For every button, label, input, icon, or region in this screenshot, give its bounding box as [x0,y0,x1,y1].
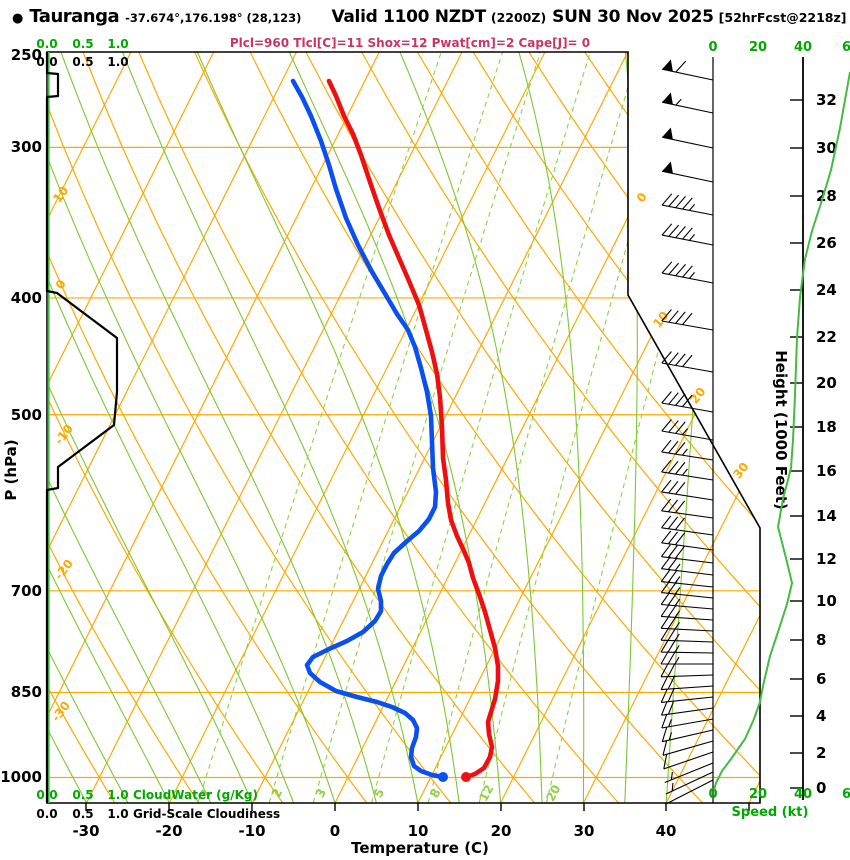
svg-text:22: 22 [816,328,837,346]
svg-text:250: 250 [11,46,42,64]
wind-barbs [660,59,714,805]
pressure-axis: 250 300 400 500 700 850 1000 P (hPa) [0,46,42,786]
svg-text:500: 500 [11,406,42,424]
svg-text:1.0: 1.0 [107,37,128,51]
svg-text:P (hPa): P (hPa) [2,439,20,500]
forecast-hour: [52hrFcst@2218z] [718,10,847,25]
svg-text:30: 30 [730,460,751,482]
svg-text:10: 10 [50,184,71,206]
svg-text:Speed (kt): Speed (kt) [732,805,809,820]
svg-text:-10: -10 [52,422,76,448]
svg-text:1000: 1000 [0,768,42,786]
svg-text:1.0: 1.0 [107,788,128,802]
valid-time-zulu: (2200Z) [490,10,547,25]
wind-speed-curve [713,71,850,791]
svg-text:8: 8 [816,631,826,649]
station-bullet-icon: ● [12,11,24,26]
svg-text:300: 300 [11,138,42,156]
svg-text:-20: -20 [155,822,182,840]
svg-text:2: 2 [269,786,285,800]
svg-text:2: 2 [816,744,826,762]
svg-text:20: 20 [816,374,837,392]
svg-text:0.0: 0.0 [36,807,57,821]
svg-text:10: 10 [650,309,671,331]
station-name: Tauranga [29,6,120,27]
svg-text:18: 18 [816,418,837,436]
svg-text:20: 20 [687,385,708,407]
cloudiness-curve [45,52,119,803]
svg-text:20: 20 [543,782,563,803]
svg-text:26: 26 [816,234,837,252]
svg-text:-30: -30 [72,822,99,840]
svg-text:0: 0 [634,190,650,205]
svg-text:40: 40 [656,822,677,840]
valid-date: SUN 30 Nov 2025 [552,7,714,27]
svg-text:1.0: 1.0 [107,807,128,821]
svg-text:60: 60 [842,787,850,802]
svg-text:40: 40 [794,787,812,802]
svg-text:0.5: 0.5 [72,55,93,69]
svg-text:Grid-Scale Cloudiness: Grid-Scale Cloudiness [133,807,280,821]
svg-text:32: 32 [816,91,837,109]
svg-text:5: 5 [371,786,387,800]
svg-text:12: 12 [476,782,496,803]
svg-text:1.0: 1.0 [107,55,128,69]
svg-text:10: 10 [408,822,429,840]
svg-text:16: 16 [816,462,837,480]
orange-grid [47,52,760,803]
svg-text:14: 14 [816,507,837,525]
svg-text:850: 850 [11,683,42,701]
svg-text:20: 20 [749,40,767,55]
svg-text:8: 8 [427,786,443,800]
temperature-curve [326,78,501,782]
svg-text:0.5: 0.5 [72,788,93,802]
svg-text:0: 0 [708,40,717,55]
speed-axis: 00202040406060Speed (kt) [708,40,850,820]
svg-text:0.0: 0.0 [36,37,57,51]
chart-title: ● Tauranga -37.674°,176.198° (28,123) Va… [12,6,848,27]
svg-text:0: 0 [330,822,340,840]
svg-text:0: 0 [53,277,69,292]
stability-indices: Plcl=960 Tlcl[C]=11 Shox=12 Pwat[cm]=2 C… [229,36,591,50]
svg-text:6: 6 [816,670,826,688]
svg-text:700: 700 [11,582,42,600]
svg-text:30: 30 [816,139,837,157]
temperature-axis: -30 -20 -10 0 10 20 30 40 Temperature (C) [72,803,750,857]
svg-text:3: 3 [313,786,329,800]
svg-text:4: 4 [816,707,826,725]
svg-text:60: 60 [842,40,850,55]
svg-text:-20: -20 [52,557,76,583]
plot-frame [46,51,804,804]
svg-text:-10: -10 [238,822,265,840]
svg-text:CloudWater (g/Kg): CloudWater (g/Kg) [133,788,258,802]
svg-text:Height (1000 Feet): Height (1000 Feet) [772,350,790,510]
svg-text:12: 12 [816,550,837,568]
svg-text:30: 30 [574,822,595,840]
svg-text:40: 40 [794,40,812,55]
svg-text:-30: -30 [49,699,73,725]
svg-text:400: 400 [11,289,42,307]
svg-text:Temperature (C): Temperature (C) [351,839,489,857]
svg-text:24: 24 [816,281,837,299]
station-coordinates: -37.674°,176.198° (28,123) [125,11,302,25]
svg-text:0: 0 [816,779,826,797]
svg-text:20: 20 [491,822,512,840]
svg-text:10: 10 [816,592,837,610]
surface-temperature-marker [461,772,471,782]
svg-text:20: 20 [749,787,767,802]
svg-text:28: 28 [816,187,837,205]
svg-text:0.5: 0.5 [72,37,93,51]
svg-text:0.5: 0.5 [72,807,93,821]
surface-dewpoint-marker [438,772,448,782]
svg-text:0: 0 [708,787,717,802]
valid-time: Valid 1100 NZDT [331,7,486,27]
dewpoint-curve [290,78,448,782]
cloud-axis: 0.00.00.00.00.50.50.50.51.01.01.01.0Clou… [36,37,280,821]
